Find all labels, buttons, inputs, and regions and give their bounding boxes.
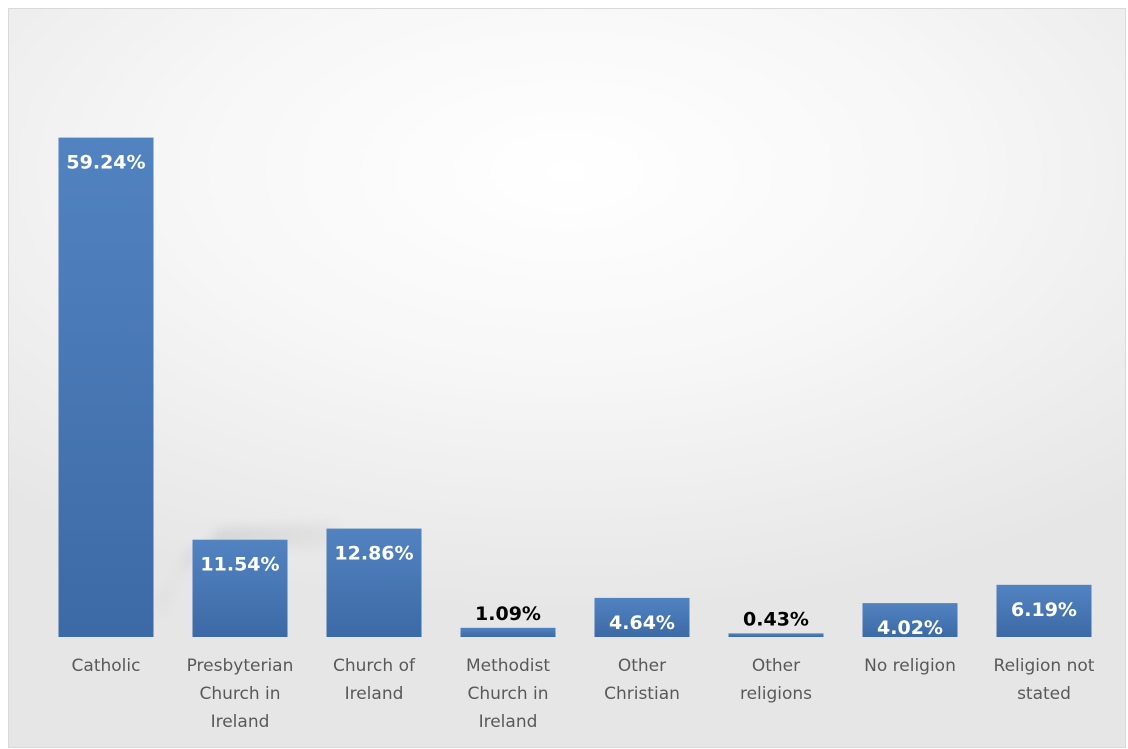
category-label: Religion not stated bbox=[994, 656, 1095, 704]
bar bbox=[58, 137, 154, 637]
data-labels: 59.24% 11.54% 12.86% 1.09% 4.64% 0.43% 4.02% 6.… bbox=[66, 152, 1077, 640]
category-labels: Catholic Presbyterian Church in Ireland Chur… bbox=[72, 656, 1095, 732]
bar bbox=[728, 633, 824, 637]
bar bbox=[594, 597, 690, 637]
data-label: 4.02% bbox=[877, 617, 943, 639]
bar bbox=[862, 603, 958, 637]
category-label: Catholic bbox=[72, 656, 141, 676]
category-label: Church of Ireland bbox=[333, 656, 416, 704]
data-label: 0.43% bbox=[743, 608, 809, 630]
bar-chart: 59.24% 11.54% 12.86% 1.09% 4.64% 0.43% 4.02% 6.… bbox=[58, 137, 1095, 732]
data-label: 59.24% bbox=[66, 152, 145, 174]
data-label: 12.86% bbox=[334, 543, 413, 565]
data-label: 4.64% bbox=[609, 612, 675, 634]
category-label: Other Christian bbox=[604, 656, 680, 704]
bar bbox=[192, 539, 288, 637]
data-label: 11.54% bbox=[200, 554, 279, 576]
category-label: Presbyterian Church in Ireland bbox=[187, 656, 294, 732]
data-label: 6.19% bbox=[1011, 599, 1077, 621]
category-label: No religion bbox=[864, 656, 956, 676]
bars bbox=[58, 137, 1092, 637]
bar bbox=[326, 528, 422, 637]
category-label: Other religions bbox=[740, 656, 812, 704]
data-label: 1.09% bbox=[475, 603, 541, 625]
bar bbox=[996, 584, 1092, 637]
bar bbox=[460, 627, 556, 637]
category-label: Methodist Church in Ireland bbox=[466, 656, 550, 732]
chart-area: 59.24% 11.54% 12.86% 1.09% 4.64% 0.43% 4.02% 6.… bbox=[8, 8, 1126, 748]
